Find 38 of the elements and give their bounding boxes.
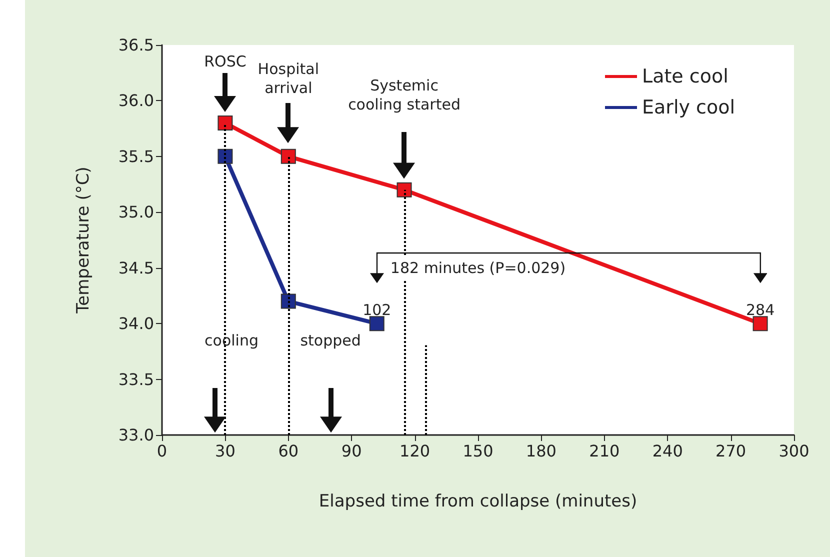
x-tick-label: 0 bbox=[156, 442, 168, 460]
annotation: ROSC bbox=[204, 52, 246, 71]
legend-label: Late cool bbox=[642, 66, 728, 88]
annotation: 102 bbox=[362, 301, 392, 320]
y-tick-label: 33.5 bbox=[118, 370, 154, 389]
y-tick-label: 35.5 bbox=[118, 146, 154, 166]
y-tick-label: 34.5 bbox=[118, 258, 154, 278]
legend-label: Early cool bbox=[642, 96, 736, 118]
annotation: Systemic cooling started bbox=[348, 76, 460, 114]
y-tick-label: 33.0 bbox=[118, 426, 154, 444]
y-axis-title: Temperature (°C) bbox=[74, 166, 94, 314]
x-tick-label: 150 bbox=[462, 442, 494, 460]
point bbox=[280, 148, 296, 164]
point bbox=[396, 182, 412, 198]
x-tick-label: 270 bbox=[716, 442, 746, 460]
x-tick-label: 90 bbox=[341, 442, 362, 460]
point bbox=[752, 316, 768, 332]
point bbox=[218, 116, 233, 130]
annotation: 182 minutes (P=0.029) bbox=[390, 258, 566, 277]
x-tick-label: 240 bbox=[652, 442, 683, 460]
x-tick-label: 210 bbox=[589, 442, 620, 460]
x-tick-label: 180 bbox=[526, 442, 556, 460]
x-tick-label: 30 bbox=[215, 442, 236, 460]
y-tick-label: 36.0 bbox=[118, 91, 154, 110]
y-tick-label: 34.0 bbox=[118, 314, 154, 334]
x-tick-label: 300 bbox=[778, 442, 810, 460]
x-tick-label: 60 bbox=[278, 442, 299, 460]
point bbox=[280, 294, 296, 309]
annotation: cooling bbox=[204, 331, 259, 350]
x-tick-label: 120 bbox=[400, 442, 430, 460]
point bbox=[218, 148, 233, 164]
x-axis-title: Elapsed time from collapse (minutes) bbox=[318, 492, 638, 512]
annotation: stopped bbox=[300, 331, 361, 350]
y-tick-label: 35.0 bbox=[118, 202, 154, 222]
point bbox=[369, 316, 384, 332]
annotation: Hospital arrival bbox=[258, 60, 319, 97]
y-tick-label: 36.5 bbox=[118, 36, 154, 54]
annotation: 284 bbox=[746, 301, 775, 320]
